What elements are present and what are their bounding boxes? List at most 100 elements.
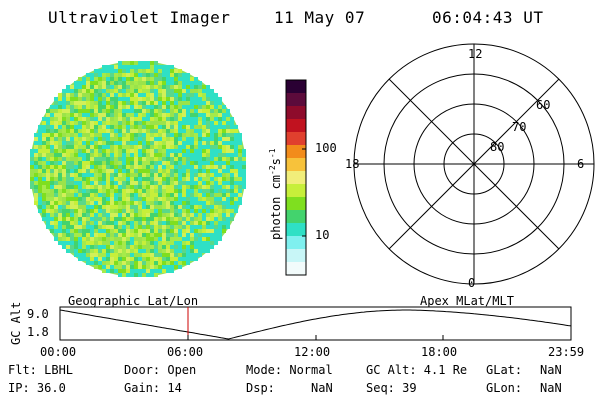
- uv-pixel: [66, 189, 70, 193]
- uv-pixel: [106, 97, 110, 101]
- uv-pixel: [178, 113, 182, 117]
- uv-pixel: [118, 265, 122, 269]
- uv-pixel: [78, 229, 82, 233]
- uv-pixel: [138, 137, 142, 141]
- dsp-status: Dsp: NaN: [246, 381, 333, 395]
- uv-pixel: [174, 237, 178, 241]
- uv-pixel: [98, 165, 102, 169]
- polar-label-18: 18: [345, 157, 360, 171]
- uv-pixel: [78, 81, 82, 85]
- uv-pixel: [66, 141, 70, 145]
- uv-pixel: [170, 125, 174, 129]
- uv-pixel: [66, 93, 70, 97]
- uv-pixel: [142, 97, 146, 101]
- uv-pixel: [114, 129, 118, 133]
- uv-pixel: [166, 65, 170, 69]
- uv-pixel: [158, 233, 162, 237]
- uv-pixel: [118, 157, 122, 161]
- uv-pixel: [70, 161, 74, 165]
- uv-pixel: [54, 189, 58, 193]
- uv-pixel: [174, 153, 178, 157]
- uv-pixel: [42, 217, 46, 221]
- uv-pixel: [194, 161, 198, 165]
- uv-pixel: [178, 109, 182, 113]
- uv-pixel: [150, 237, 154, 241]
- uv-pixel: [178, 145, 182, 149]
- uv-pixel: [30, 177, 34, 181]
- uv-pixel: [146, 193, 150, 197]
- uv-pixel: [46, 141, 50, 145]
- uv-pixel: [186, 149, 190, 153]
- uv-pixel: [94, 121, 98, 125]
- uv-pixel: [114, 97, 118, 101]
- uv-pixel: [98, 157, 102, 161]
- uv-pixel: [118, 273, 122, 277]
- uv-pixel: [150, 229, 154, 233]
- uv-pixel: [54, 213, 58, 217]
- uv-pixel: [166, 177, 170, 181]
- uv-pixel: [154, 161, 158, 165]
- uv-pixel: [118, 97, 122, 101]
- uv-pixel: [166, 97, 170, 101]
- uv-pixel: [134, 205, 138, 209]
- uv-pixel: [98, 241, 102, 245]
- uv-pixel: [146, 81, 150, 85]
- uv-pixel: [42, 133, 46, 137]
- uv-pixel: [98, 173, 102, 177]
- uv-pixel: [194, 137, 198, 141]
- uv-pixel: [142, 165, 146, 169]
- uv-pixel: [190, 121, 194, 125]
- uv-pixel: [114, 77, 118, 81]
- uv-pixel: [190, 229, 194, 233]
- uv-pixel: [90, 221, 94, 225]
- uv-pixel: [66, 173, 70, 177]
- uv-pixel: [98, 225, 102, 229]
- uv-pixel: [114, 69, 118, 73]
- uv-pixel: [66, 89, 70, 93]
- uv-pixel: [150, 141, 154, 145]
- uv-pixel: [166, 129, 170, 133]
- uv-pixel: [118, 193, 122, 197]
- uv-pixel: [170, 181, 174, 185]
- uv-pixel: [178, 229, 182, 233]
- uv-pixel: [210, 213, 214, 217]
- uv-pixel: [38, 205, 42, 209]
- uv-pixel: [126, 85, 130, 89]
- uv-pixel: [114, 173, 118, 177]
- uv-pixel: [90, 109, 94, 113]
- uv-pixel: [158, 185, 162, 189]
- uv-pixel: [114, 221, 118, 225]
- uv-pixel: [226, 169, 230, 173]
- uv-pixel: [122, 177, 126, 181]
- uv-pixel: [142, 173, 146, 177]
- uv-pixel: [98, 205, 102, 209]
- uv-pixel: [126, 249, 130, 253]
- uv-pixel: [166, 229, 170, 233]
- uv-pixel: [142, 245, 146, 249]
- uv-pixel: [142, 177, 146, 181]
- uv-pixel: [114, 89, 118, 93]
- uv-pixel: [82, 209, 86, 213]
- uv-pixel: [98, 221, 102, 225]
- uv-pixel: [154, 89, 158, 93]
- time-label: 06:04:43 UT: [432, 8, 544, 27]
- uv-pixel: [126, 125, 130, 129]
- uv-pixel: [102, 161, 106, 165]
- uv-pixel: [50, 181, 54, 185]
- uv-pixel: [166, 101, 170, 105]
- uv-pixel: [46, 157, 50, 161]
- uv-pixel: [102, 205, 106, 209]
- colorbar-tick-10: 10: [315, 228, 330, 242]
- uv-pixel: [142, 189, 146, 193]
- uv-pixel: [158, 153, 162, 157]
- uv-pixel: [242, 177, 246, 181]
- uv-pixel: [98, 153, 102, 157]
- uv-pixel: [142, 145, 146, 149]
- uv-pixel: [86, 145, 90, 149]
- colorbar-unit-label: photon cm-2s-1: [268, 148, 283, 240]
- uv-pixel: [50, 189, 54, 193]
- uv-pixel: [138, 133, 142, 137]
- uv-pixel: [222, 141, 226, 145]
- uv-pixel: [202, 201, 206, 205]
- uv-pixel: [138, 157, 142, 161]
